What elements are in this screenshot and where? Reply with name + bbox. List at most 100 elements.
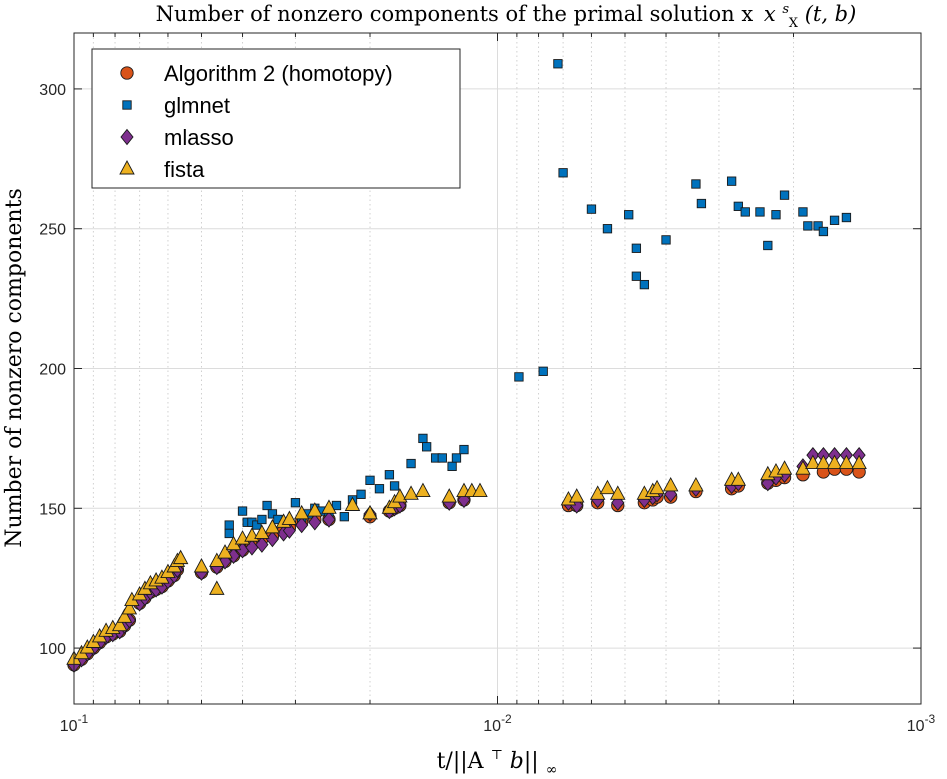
chart-title-var: x: [764, 2, 776, 26]
data-point: [599, 479, 616, 495]
data-point: [224, 528, 234, 539]
legend-marker: [119, 160, 135, 175]
data-point: [815, 454, 832, 470]
data-point: [558, 168, 568, 178]
data-point: [696, 198, 707, 209]
data-point: [209, 552, 225, 567]
data-point: [763, 240, 773, 251]
data-point: [217, 544, 233, 559]
data-point: [610, 485, 626, 500]
data-point: [755, 207, 765, 217]
x-axis-label-mid: b||: [510, 749, 539, 774]
data-point: [688, 476, 704, 492]
data-point: [662, 476, 679, 492]
legend-marker: [120, 66, 134, 80]
data-point: [392, 488, 408, 503]
legend-label: fista: [164, 157, 205, 182]
data-point: [362, 504, 378, 520]
data-point: [262, 500, 272, 511]
data-point: [344, 496, 361, 511]
y-tick-label: 250: [39, 222, 66, 239]
data-point: [639, 279, 650, 290]
y-tick-label: 100: [39, 641, 66, 658]
data-point: [322, 511, 336, 528]
data-point: [389, 481, 400, 491]
data-point: [356, 489, 366, 499]
y-tick-label: 200: [39, 362, 66, 379]
data-point: [237, 506, 248, 516]
data-point: [803, 221, 813, 231]
data-point: [740, 207, 750, 217]
data-point: [805, 454, 821, 470]
data-point: [771, 210, 781, 220]
data-point: [451, 453, 462, 463]
data-point: [281, 510, 298, 525]
data-point: [441, 488, 457, 503]
x-tick-label: 10-3: [907, 712, 936, 735]
data-point: [252, 520, 262, 530]
legend: Algorithm 2 (homotopy) glmnet mlasso fista: [91, 48, 461, 189]
data-point: [826, 454, 843, 470]
legend-marker: [120, 128, 134, 146]
data-point: [514, 372, 524, 382]
data-point: [209, 580, 225, 595]
data-point: [308, 514, 322, 531]
data-point: [265, 530, 279, 548]
x-axis-label-sub: ∞: [546, 762, 558, 778]
data-point: [459, 444, 469, 455]
data-point: [624, 210, 634, 220]
data-point: [838, 454, 855, 470]
data-point: [290, 498, 301, 508]
legend-label: Algorithm 2 (homotopy): [164, 61, 393, 86]
data-point: [307, 502, 323, 517]
data-point: [779, 190, 790, 200]
chart-title-text: Number of nonzero components of the prim…: [156, 2, 754, 26]
x-tick-label: 10-1: [60, 712, 89, 735]
x-axis-label-text: t/||A: [437, 749, 485, 774]
data-point: [733, 201, 743, 211]
data-point: [813, 221, 823, 231]
y-tick-label: 150: [39, 501, 66, 518]
data-point: [365, 475, 375, 485]
data-point: [172, 549, 189, 565]
data-point: [730, 471, 747, 486]
data-point: [437, 453, 447, 463]
data-point: [586, 204, 597, 214]
chart-title-sub: X: [789, 16, 799, 31]
y-axis-label: Number of nonzero components: [2, 188, 27, 547]
data-point: [321, 499, 337, 514]
data-point: [829, 215, 840, 225]
x-tick-label: 10-2: [483, 712, 512, 735]
data-point: [818, 226, 829, 237]
data-point: [293, 504, 310, 520]
data-point: [661, 235, 671, 245]
data-point: [538, 366, 548, 376]
legend-label: glmnet: [164, 93, 230, 118]
data-point: [602, 224, 613, 234]
y-tick-label: 300: [39, 82, 66, 99]
data-point: [257, 514, 267, 525]
data-point: [851, 454, 867, 470]
chart-title-sup: s: [782, 2, 789, 17]
data-point: [418, 433, 428, 444]
data-point: [406, 458, 416, 469]
data-point: [798, 207, 808, 217]
data-point: [374, 484, 385, 494]
data-point: [472, 482, 488, 497]
legend-label: mlasso: [164, 125, 234, 150]
data-point: [631, 243, 642, 253]
data-points: [66, 59, 867, 674]
data-point: [776, 460, 793, 475]
series-fista: [66, 454, 867, 665]
data-point: [403, 485, 419, 500]
data-point: [264, 518, 281, 534]
legend-box: [91, 48, 461, 189]
data-point: [553, 59, 563, 69]
data-point: [631, 271, 642, 281]
data-point: [193, 558, 210, 573]
chart-title: Number of nonzero components of the prim…: [156, 0, 857, 32]
data-point: [447, 461, 457, 472]
data-point: [384, 470, 395, 480]
data-point: [267, 509, 278, 519]
